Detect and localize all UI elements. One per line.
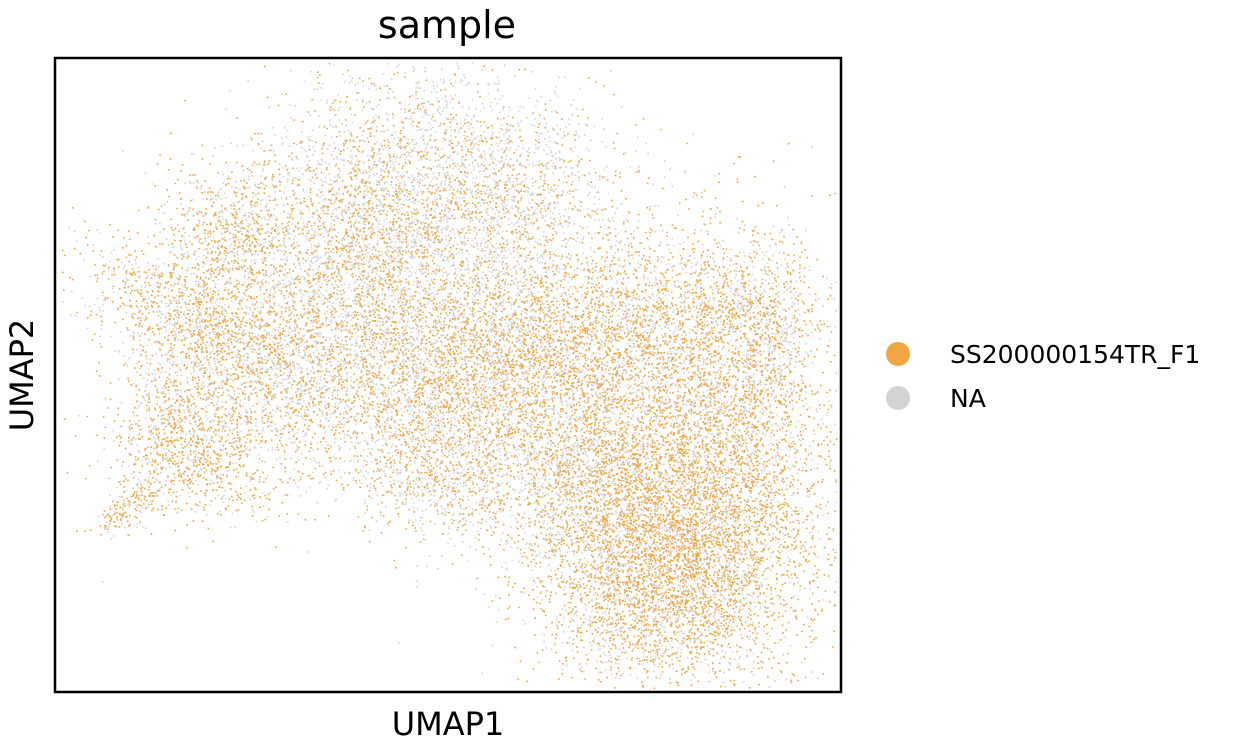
legend-marker-na	[886, 386, 910, 410]
x-axis-label: UMAP1	[392, 705, 505, 743]
chart-title: sample	[378, 3, 516, 47]
legend: SS200000154TR_F1 NA	[886, 340, 1200, 413]
scatter-points	[61, 62, 838, 690]
scatter-points-na	[62, 62, 838, 689]
y-axis-label: UMAP2	[3, 319, 41, 432]
plot-frame	[53, 56, 843, 694]
legend-label-na: NA	[950, 384, 986, 413]
scatter-points-ss200000154tr-f1	[61, 62, 838, 690]
legend-label-ss200000154tr-f1: SS200000154TR_F1	[950, 340, 1200, 369]
legend-marker-ss200000154tr-f1	[886, 342, 910, 366]
